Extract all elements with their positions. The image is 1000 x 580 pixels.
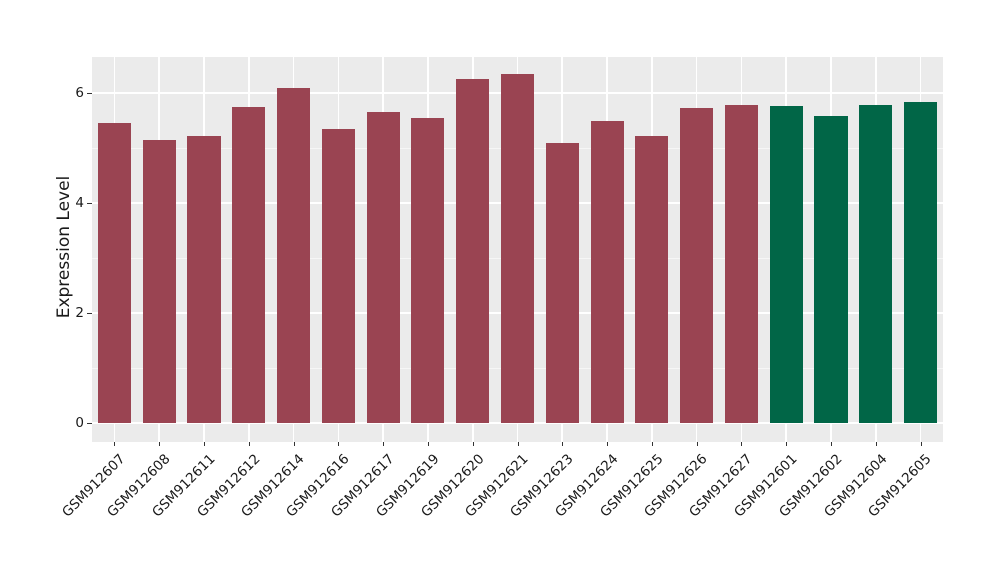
bar-GSM912614	[276, 87, 311, 423]
y-tick-mark	[87, 313, 92, 314]
x-tick-mark	[696, 442, 698, 446]
bar-GSM912624	[590, 120, 624, 423]
x-tick-mark	[562, 442, 564, 446]
bar-GSM912625	[635, 135, 669, 423]
x-tick-mark	[203, 442, 205, 446]
bar-GSM912617	[366, 111, 400, 423]
y-tick-label: 2	[75, 305, 84, 321]
bar-GSM912602	[814, 116, 848, 423]
bar-GSM912623	[545, 142, 579, 423]
bar-GSM912605	[904, 102, 938, 423]
bar-GSM912612	[232, 106, 266, 423]
x-tick-mark	[875, 442, 877, 446]
x-tick-mark	[920, 442, 922, 446]
x-tick-mark	[248, 442, 250, 446]
bar-GSM912611	[187, 135, 221, 423]
y-tick-label: 6	[75, 85, 84, 101]
x-tick-mark	[383, 442, 385, 446]
bar-GSM912608	[142, 139, 176, 423]
bar-GSM912601	[769, 105, 803, 423]
x-tick-mark	[607, 442, 609, 446]
x-tick-mark	[741, 442, 743, 446]
bar-GSM912619	[411, 118, 445, 423]
y-tick-label: 4	[75, 195, 84, 211]
y-tick-label: 0	[75, 415, 84, 431]
x-tick-mark	[651, 442, 653, 446]
x-tick-mark	[338, 442, 340, 446]
bar-GSM912607	[97, 123, 131, 423]
x-tick-mark	[786, 442, 788, 446]
y-tick-mark	[87, 93, 92, 94]
bar-GSM912621	[500, 73, 535, 423]
x-tick-mark	[293, 442, 295, 446]
bar-GSM912627	[724, 104, 759, 423]
y-tick-mark	[87, 423, 92, 424]
bar-GSM912616	[321, 129, 355, 423]
x-tick-mark	[831, 442, 833, 446]
bar-GSM912620	[456, 79, 490, 423]
plot-panel	[92, 57, 943, 442]
x-tick-mark	[472, 442, 474, 446]
x-tick-mark	[427, 442, 429, 446]
bar-GSM912604	[859, 105, 893, 423]
x-tick-mark	[114, 442, 116, 446]
y-tick-mark	[87, 203, 92, 204]
bar-GSM912626	[680, 108, 714, 423]
x-tick-mark	[159, 442, 161, 446]
x-tick-mark	[517, 442, 519, 446]
